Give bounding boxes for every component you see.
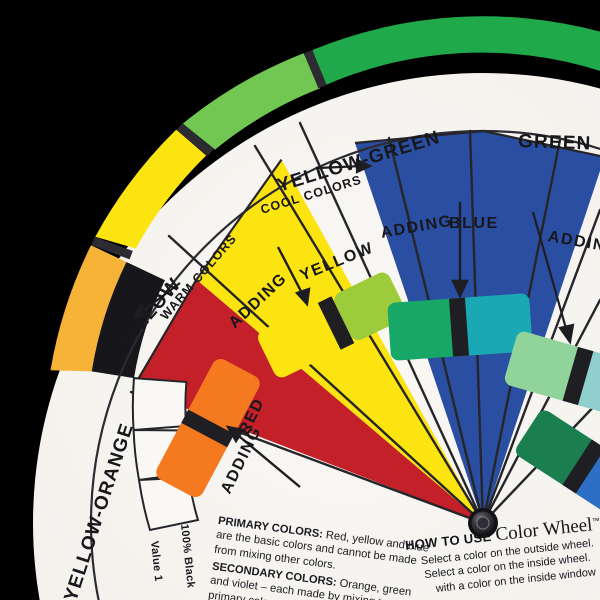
- swatch-adding-yellow[interactable]: [255, 270, 409, 381]
- wedge-red[interactable]: [133, 279, 483, 523]
- swatch-adding-right-2[interactable]: [513, 407, 600, 524]
- arrow-adding-blue: [451, 202, 469, 299]
- ring-segment-yellow[interactable]: [95, 129, 207, 249]
- arrow-adding-yellow: [276, 246, 311, 307]
- ring-segment-yellow-green[interactable]: [182, 53, 321, 150]
- arrow-adding-right-1: [531, 211, 575, 345]
- ring-segment-yellow-orange[interactable]: [50, 245, 127, 372]
- swatch-adding-blue[interactable]: [387, 293, 533, 361]
- arrow-warm-colors: [131, 282, 181, 320]
- wheel-hub[interactable]: [468, 508, 498, 538]
- swatch-adding-right-1[interactable]: [503, 330, 600, 422]
- arrow-adding-red: [225, 425, 301, 488]
- swatch-adding-red[interactable]: [153, 356, 263, 500]
- wedge-outlines: [132, 129, 600, 389]
- ring-segment-green[interactable]: [312, 16, 600, 86]
- ring-dividers: [91, 49, 327, 260]
- arrow-cool-colors: [317, 158, 373, 174]
- trademark-symbol: ™: [591, 516, 600, 526]
- value-ring-black: [91, 262, 165, 379]
